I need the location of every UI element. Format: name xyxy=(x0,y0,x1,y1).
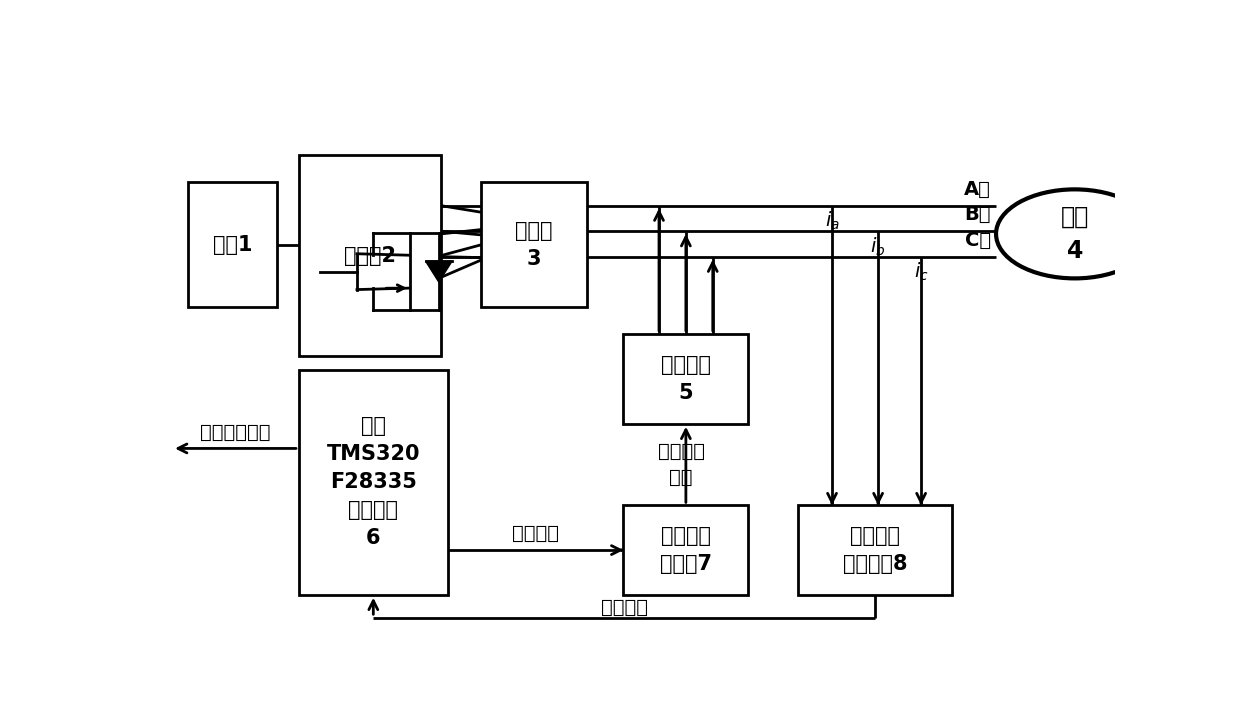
Bar xyxy=(623,505,748,595)
Text: 耦合电路
5: 耦合电路 5 xyxy=(660,355,711,403)
Bar xyxy=(481,183,587,307)
Bar xyxy=(299,155,441,356)
Text: 响应信号
处理电路8: 响应信号 处理电路8 xyxy=(843,526,907,574)
Text: $i_a$: $i_a$ xyxy=(825,210,840,233)
Polygon shape xyxy=(426,262,452,282)
Text: B相: B相 xyxy=(965,205,991,224)
Bar xyxy=(623,334,748,424)
Circle shape xyxy=(996,190,1154,278)
Text: $i_c$: $i_c$ xyxy=(914,261,928,283)
Bar xyxy=(798,505,952,595)
Text: A相: A相 xyxy=(964,180,991,199)
Text: 阻波器
3: 阻波器 3 xyxy=(515,221,553,269)
Text: 故障报警信号: 故障报警信号 xyxy=(201,423,271,441)
Text: 响应信号: 响应信号 xyxy=(601,599,648,618)
Text: 基于
TMS320
F28335
主控制器
6: 基于 TMS320 F28335 主控制器 6 xyxy=(327,416,420,548)
Text: 逃变夨2: 逃变夨2 xyxy=(344,245,396,266)
Text: 高频检测
信号源7: 高频检测 信号源7 xyxy=(660,526,712,574)
Bar xyxy=(188,183,276,307)
Bar xyxy=(299,369,447,595)
Text: 控制信号: 控制信号 xyxy=(512,525,559,544)
Text: 电机
4: 电机 4 xyxy=(1061,205,1089,263)
Text: 高频检测
信号: 高频检测 信号 xyxy=(658,442,705,487)
Text: 电源1: 电源1 xyxy=(213,235,253,255)
Text: C相: C相 xyxy=(965,231,991,250)
Text: $i_b$: $i_b$ xyxy=(871,235,886,258)
